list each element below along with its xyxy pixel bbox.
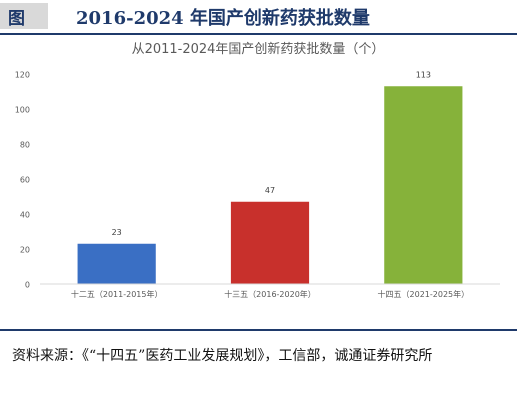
bar-chart: 从2011-2024年国产创新药获批数量（个） 020406080100120 … [15, 41, 500, 299]
bar-value-label: 47 [265, 186, 275, 195]
y-axis: 0 20 40 60 80 100 120 [15, 71, 30, 290]
y-tick-label: 60 [20, 176, 30, 185]
y-tick-label: 80 [20, 141, 30, 150]
figure-label: 图 [8, 9, 25, 29]
y-tick-label: 100 [15, 106, 30, 115]
y-tick-label: 40 [20, 211, 30, 220]
figure-label-block [0, 3, 48, 29]
bar-value-label: 23 [112, 228, 122, 237]
chart-title: 从2011-2024年国产创新药获批数量（个） [132, 41, 385, 57]
figure-title: 2016-2024 年国产创新药获批数量 [76, 8, 370, 29]
y-tick-label: 0 [25, 281, 30, 290]
bar [77, 243, 156, 284]
bars-group: 23 47 113 [77, 70, 463, 284]
x-tick-label: 十二五（2011-2015年） [71, 289, 163, 299]
source-note: 资料来源：《“十四五”医药工业发展规划》，工信部，诚通证券研究所 [12, 348, 433, 364]
bottom-rule [0, 329, 517, 331]
top-rule [0, 33, 517, 35]
bar [384, 86, 463, 284]
chart-area: 从2011-2024年国产创新药获批数量（个） 0 20 40 60 80 100 120 … [0, 36, 517, 316]
x-tick-label: 十四五（2021-2025年） [378, 289, 470, 299]
y-tick-label: 120 [15, 71, 30, 80]
bar-value-label: 113 [416, 70, 431, 79]
x-tick-label: 十三五（2016-2020年） [224, 289, 316, 299]
y-tick-label: 20 [20, 246, 30, 255]
x-axis: 十二五（2011-2015年） 十三五（2016-2020年） 十四五（2021-2… [40, 283, 500, 299]
report-header: 图 2016-2024 年国产创新药获批数量 [0, 0, 517, 34]
bar [230, 201, 310, 284]
